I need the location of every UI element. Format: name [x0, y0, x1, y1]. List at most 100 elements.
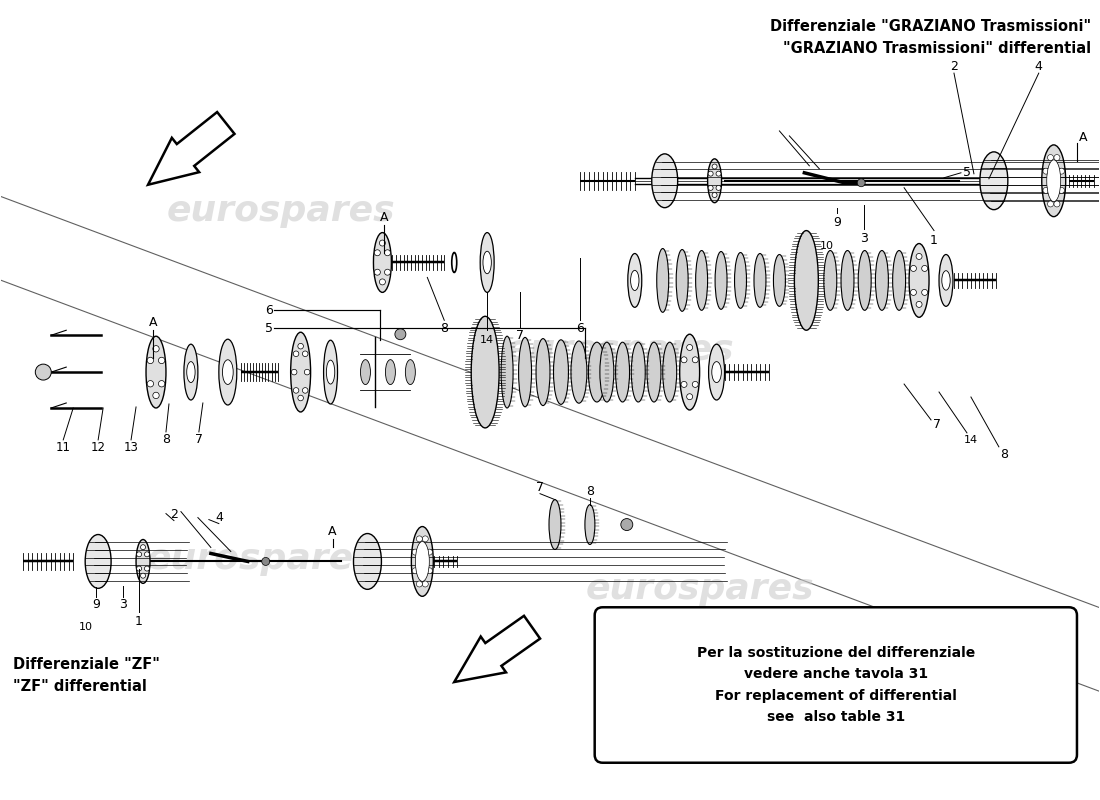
Circle shape	[136, 566, 142, 571]
Circle shape	[1058, 187, 1065, 194]
Ellipse shape	[892, 250, 905, 310]
Ellipse shape	[416, 542, 429, 582]
Ellipse shape	[939, 254, 953, 306]
Circle shape	[158, 358, 165, 364]
Text: Differenziale "GRAZIANO Trasmissioni"
"GRAZIANO Trasmissioni" differential: Differenziale "GRAZIANO Trasmissioni" "G…	[770, 19, 1090, 56]
Text: 7: 7	[195, 434, 202, 446]
Circle shape	[302, 351, 308, 357]
FancyArrow shape	[454, 616, 540, 682]
Text: Per la sostituzione del differenziale
vedere anche tavola 31
For replacement of : Per la sostituzione del differenziale ve…	[696, 646, 975, 724]
Ellipse shape	[373, 233, 392, 292]
Ellipse shape	[481, 233, 494, 292]
Ellipse shape	[754, 254, 766, 307]
Ellipse shape	[219, 339, 236, 405]
Text: 12: 12	[90, 442, 106, 454]
Ellipse shape	[773, 254, 785, 306]
Ellipse shape	[518, 338, 531, 406]
Circle shape	[298, 395, 304, 401]
Ellipse shape	[735, 253, 747, 308]
Circle shape	[1054, 154, 1060, 161]
Circle shape	[427, 568, 432, 574]
Circle shape	[922, 266, 927, 271]
Ellipse shape	[411, 526, 433, 596]
Circle shape	[147, 381, 154, 387]
Circle shape	[417, 536, 422, 542]
Circle shape	[292, 370, 297, 375]
Ellipse shape	[536, 338, 550, 406]
Circle shape	[1058, 168, 1065, 174]
Circle shape	[379, 240, 385, 246]
Ellipse shape	[909, 243, 929, 318]
Text: 6: 6	[265, 304, 273, 317]
Circle shape	[922, 290, 927, 295]
Text: 3: 3	[119, 598, 126, 610]
Ellipse shape	[222, 360, 233, 385]
Circle shape	[422, 536, 428, 542]
Ellipse shape	[657, 249, 669, 312]
Text: 10: 10	[79, 622, 94, 632]
Text: A: A	[328, 525, 337, 538]
Ellipse shape	[662, 342, 676, 402]
Ellipse shape	[794, 230, 818, 330]
Circle shape	[708, 171, 713, 176]
Ellipse shape	[353, 534, 382, 590]
Circle shape	[35, 364, 52, 380]
Text: eurospares: eurospares	[146, 542, 375, 577]
Ellipse shape	[502, 336, 513, 408]
Text: 3: 3	[860, 232, 868, 245]
Circle shape	[716, 186, 720, 190]
Ellipse shape	[323, 340, 338, 404]
Circle shape	[1043, 187, 1049, 194]
Circle shape	[692, 357, 698, 362]
Ellipse shape	[980, 152, 1008, 210]
Circle shape	[916, 254, 922, 259]
Text: 7: 7	[536, 481, 544, 494]
Text: 2: 2	[170, 508, 178, 521]
Circle shape	[141, 573, 145, 578]
Circle shape	[379, 279, 385, 285]
Circle shape	[712, 164, 717, 169]
Text: 6: 6	[576, 322, 584, 334]
Ellipse shape	[136, 539, 150, 583]
Text: 8: 8	[1000, 448, 1008, 462]
Ellipse shape	[1047, 160, 1060, 202]
Ellipse shape	[647, 342, 661, 402]
Text: 8: 8	[586, 485, 594, 498]
Ellipse shape	[146, 336, 166, 408]
Circle shape	[153, 346, 159, 352]
Ellipse shape	[187, 362, 195, 382]
Text: 14: 14	[480, 335, 494, 346]
Text: 1: 1	[931, 234, 938, 247]
Circle shape	[158, 381, 165, 387]
Ellipse shape	[483, 251, 492, 274]
Ellipse shape	[1042, 145, 1066, 217]
Ellipse shape	[876, 250, 889, 310]
Ellipse shape	[588, 342, 605, 402]
Text: 11: 11	[56, 442, 70, 454]
Ellipse shape	[361, 360, 371, 385]
Circle shape	[1047, 201, 1054, 207]
Text: Differenziale "ZF"
"ZF" differential: Differenziale "ZF" "ZF" differential	[13, 657, 161, 694]
Text: 9: 9	[92, 598, 100, 610]
Text: A: A	[381, 211, 388, 224]
Ellipse shape	[553, 340, 569, 404]
Ellipse shape	[824, 250, 837, 310]
Text: eurospares: eurospares	[506, 333, 734, 367]
FancyArrow shape	[148, 112, 234, 185]
Ellipse shape	[630, 270, 639, 290]
Circle shape	[302, 388, 308, 394]
Circle shape	[686, 345, 693, 350]
Circle shape	[385, 250, 390, 256]
Circle shape	[422, 581, 428, 587]
Ellipse shape	[676, 250, 689, 311]
Circle shape	[294, 351, 299, 357]
Text: 9: 9	[834, 216, 842, 229]
Circle shape	[141, 545, 145, 550]
Circle shape	[681, 382, 688, 387]
Circle shape	[262, 558, 270, 566]
Circle shape	[412, 568, 418, 574]
FancyBboxPatch shape	[595, 607, 1077, 762]
Circle shape	[298, 343, 304, 349]
Text: eurospares: eurospares	[585, 572, 814, 606]
Circle shape	[294, 388, 299, 394]
